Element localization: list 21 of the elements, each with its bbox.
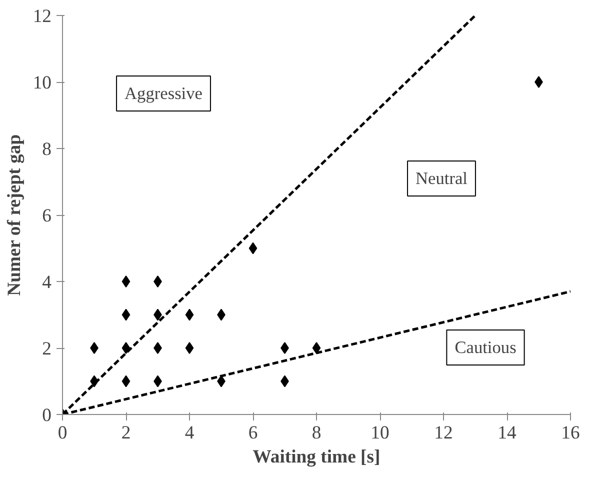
y-tick-label: 8	[42, 139, 52, 160]
x-tick-label: 0	[58, 422, 68, 444]
x-tick-label: 14	[498, 422, 517, 444]
x-tick-label: 16	[561, 422, 580, 444]
x-axis-title: Waiting time [s]	[252, 446, 380, 468]
y-axis-title: Numer of rejept gap	[4, 134, 25, 296]
y-tick-label: 10	[32, 72, 52, 94]
x-tick-label: 12	[434, 422, 453, 444]
x-tick-label: 6	[248, 422, 258, 444]
y-tick-label: 2	[42, 338, 52, 360]
y-tick-label: 12	[32, 6, 52, 27]
y-tick-label: 0	[42, 405, 52, 426]
x-tick-label: 8	[312, 422, 322, 444]
y-tick-label: 4	[42, 272, 52, 293]
x-tick-label: 4	[184, 422, 195, 444]
x-tick-label: 2	[121, 422, 131, 444]
annotation: Neutral	[416, 169, 468, 188]
annotation: Aggressive	[124, 84, 203, 103]
x-tick-label: 10	[370, 422, 390, 444]
annotation: Cautious	[454, 338, 517, 357]
y-tick-label: 6	[42, 206, 52, 226]
